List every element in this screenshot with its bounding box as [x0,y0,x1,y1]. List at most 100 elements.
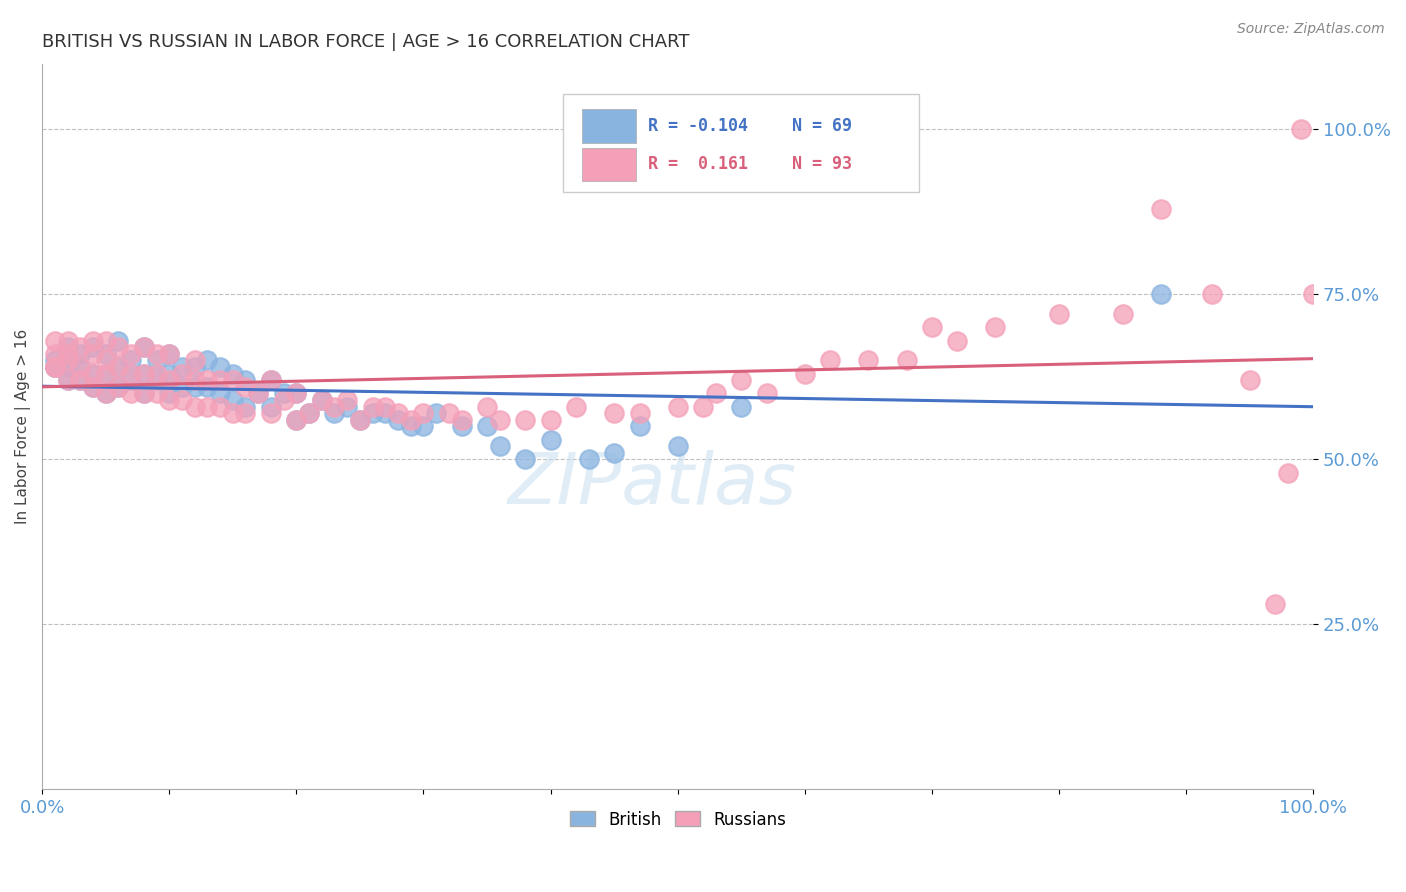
Point [195,353,218,368]
Point [298,406,321,420]
Point [145,347,167,361]
Point [195,380,218,394]
Point [56,340,79,354]
Point [222,373,245,387]
Point [311,392,333,407]
Point [44,359,66,374]
Point [247,386,270,401]
Text: N = 93: N = 93 [792,155,852,173]
Point [361,400,384,414]
Text: R =  0.161: R = 0.161 [648,155,748,173]
Point [94,347,117,361]
Point [235,373,257,387]
Point [222,367,245,381]
Point [170,367,193,381]
Point [858,353,880,368]
Point [273,392,295,407]
Point [450,413,472,427]
Point [170,392,193,407]
Point [69,359,91,374]
Point [44,359,66,374]
Text: R = -0.104: R = -0.104 [648,117,748,135]
Point [578,452,600,467]
Point [793,367,815,381]
Point [44,334,66,348]
Point [1201,287,1223,301]
Point [285,413,308,427]
Point [44,353,66,368]
Point [285,386,308,401]
Point [222,392,245,407]
Point [82,367,104,381]
Point [209,373,232,387]
Point [94,386,117,401]
Point [195,373,218,387]
Point [1111,307,1133,321]
Point [285,386,308,401]
Point [603,446,626,460]
Point [285,413,308,427]
Point [56,353,79,368]
Point [730,400,752,414]
Point [450,419,472,434]
Point [120,353,142,368]
Point [666,439,689,453]
Point [132,367,155,381]
Point [94,353,117,368]
Point [132,386,155,401]
Point [94,386,117,401]
Point [1277,466,1299,480]
Point [132,367,155,381]
FancyBboxPatch shape [582,148,636,181]
Point [260,406,283,420]
Point [157,373,180,387]
Point [984,320,1007,334]
Point [896,353,918,368]
Point [260,400,283,414]
Point [157,367,180,381]
FancyBboxPatch shape [582,109,636,143]
Point [374,406,396,420]
Point [946,334,969,348]
Point [82,380,104,394]
Point [120,347,142,361]
Point [44,359,66,374]
Point [603,406,626,420]
Point [157,392,180,407]
Point [260,373,283,387]
Point [107,334,129,348]
Point [120,367,142,381]
Point [56,347,79,361]
Point [235,380,257,394]
Point [1264,598,1286,612]
Point [704,386,727,401]
Point [170,359,193,374]
Point [183,380,205,394]
Y-axis label: In Labor Force | Age > 16: In Labor Force | Age > 16 [15,329,31,524]
Point [921,320,943,334]
Point [475,419,498,434]
Point [515,413,537,427]
Point [209,386,232,401]
Point [323,400,346,414]
Point [44,359,66,374]
Point [69,373,91,387]
Point [515,452,537,467]
Point [818,353,841,368]
Point [82,334,104,348]
Point [349,413,371,427]
Point [56,359,79,374]
Point [488,439,510,453]
Point [56,334,79,348]
Point [349,413,371,427]
Point [1289,122,1312,136]
Point [209,400,232,414]
Point [157,347,180,361]
Point [387,413,409,427]
Point [69,340,91,354]
Point [82,347,104,361]
Point [666,400,689,414]
Point [107,359,129,374]
Point [69,373,91,387]
Point [107,359,129,374]
